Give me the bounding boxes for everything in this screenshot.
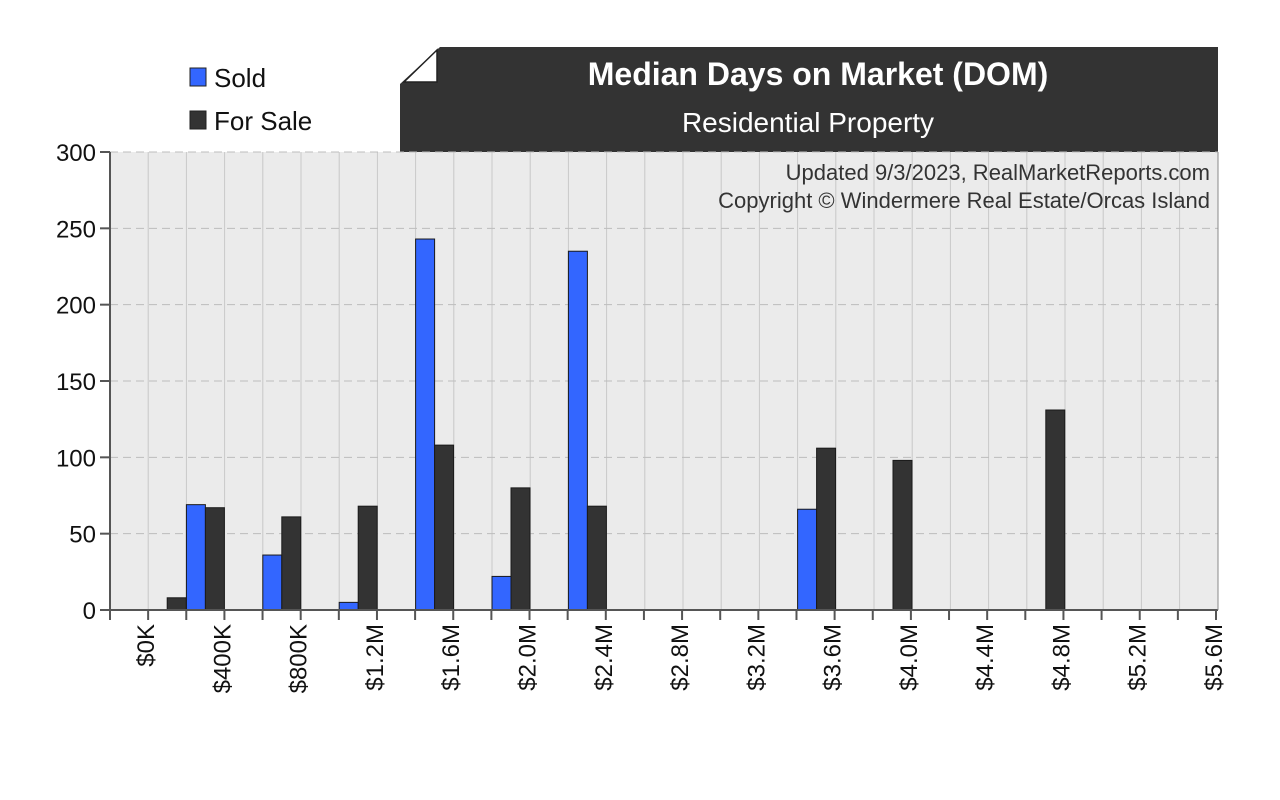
x-tick-label: $3.2M	[743, 624, 770, 691]
y-tick-label: 100	[56, 445, 96, 472]
chart-subtitle: Residential Property	[682, 107, 934, 138]
legend-label-for-sale: For Sale	[214, 106, 312, 136]
bars	[166, 238, 1066, 611]
y-tick-label: 200	[56, 293, 96, 320]
header-banner	[400, 47, 1218, 152]
bar-for-sale	[434, 444, 455, 611]
y-tick-label: 150	[56, 369, 96, 396]
x-tick-label: $4.8M	[1048, 624, 1075, 691]
chart-header: Median Days on Market (DOM) Residential …	[400, 47, 1218, 152]
bar-for-sale	[510, 487, 531, 611]
copyright-note: Copyright © Windermere Real Estate/Orcas…	[718, 188, 1210, 213]
x-tick-label: $4.4M	[972, 624, 999, 691]
bar-for-sale	[357, 505, 378, 611]
x-tick-label: $800K	[286, 624, 313, 693]
bar-sold	[262, 554, 283, 611]
x-tick-label: $3.6M	[820, 624, 847, 691]
legend-swatch-sold	[189, 67, 207, 87]
x-tick-label: $5.2M	[1125, 624, 1152, 691]
x-tick-label: $1.2M	[362, 624, 389, 691]
x-tick-label: $2.8M	[667, 624, 694, 691]
bar-for-sale	[586, 505, 607, 611]
bar-for-sale	[204, 507, 225, 611]
bar-for-sale	[166, 597, 187, 611]
bar-sold	[797, 508, 818, 611]
x-tick-label: $0K	[133, 624, 160, 667]
bar-sold	[491, 575, 512, 611]
bar-for-sale	[1045, 409, 1066, 611]
bar-sold	[338, 601, 359, 611]
x-tick-label: $2.4M	[591, 624, 618, 691]
chart-title: Median Days on Market (DOM)	[588, 56, 1049, 92]
legend-label-sold: Sold	[214, 63, 266, 93]
bar-for-sale	[281, 516, 302, 611]
page-curl-icon	[402, 48, 438, 83]
bar-for-sale	[816, 447, 837, 611]
x-tick-label: $1.6M	[438, 624, 465, 691]
legend: Sold For Sale	[189, 63, 312, 136]
x-axis-ticks: $0K $400K $800K $1.2M $1.6M $2.0M $2.4M $2.8M $3…	[109, 610, 1228, 693]
y-tick-label: 50	[69, 522, 96, 549]
legend-swatch-for-sale	[189, 110, 207, 130]
x-tick-label: $4.0M	[896, 624, 923, 691]
bar-sold	[567, 250, 588, 611]
y-tick-label: 250	[56, 216, 96, 243]
y-axis-ticks: 0 50 100 150 200 250 300	[56, 140, 110, 625]
bar-sold	[185, 504, 206, 611]
horizontal-gridlines	[110, 151, 1218, 535]
updated-note: Updated 9/3/2023, RealMarketReports.com	[786, 160, 1210, 185]
bar-sold	[415, 238, 436, 611]
y-tick-label: 0	[83, 598, 96, 625]
x-tick-label: $2.0M	[515, 624, 542, 691]
y-tick-label: 300	[56, 140, 96, 167]
bar-for-sale	[892, 459, 913, 611]
x-tick-label: $5.6M	[1201, 624, 1228, 691]
x-tick-label: $400K	[209, 624, 236, 693]
